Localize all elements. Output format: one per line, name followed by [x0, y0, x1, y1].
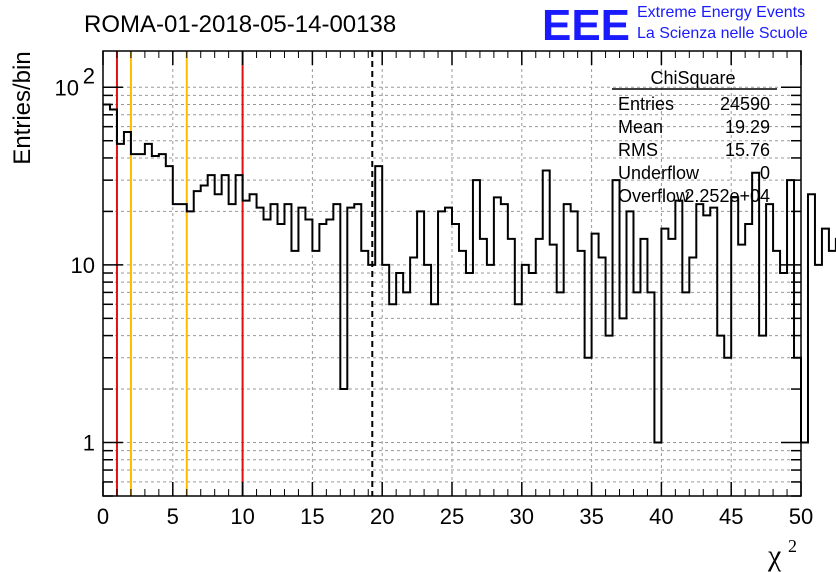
x-axis-title: χ	[767, 539, 782, 572]
stats-value: 0	[760, 163, 770, 183]
stats-value: 19.29	[725, 117, 770, 137]
grid-lines	[103, 51, 801, 497]
y-tick-label: 1	[83, 431, 95, 456]
y-axis-title: Entries/bin	[9, 51, 36, 164]
reference-lines	[115, 51, 374, 496]
stats-value: 2.252e+04	[684, 186, 770, 206]
axis-ticks	[102, 51, 802, 497]
stats-label: Entries	[618, 94, 674, 114]
x-tick-label: 0	[97, 504, 109, 529]
logo-line-1: Extreme Energy Events	[637, 4, 805, 21]
stats-box: ChiSquare Entries 24590 Mean 19.29 RMS 15.76 U…	[612, 68, 777, 206]
x-tick-label: 10	[230, 504, 254, 529]
x-tick-label: 45	[719, 504, 743, 529]
stats-label: Underflow	[618, 163, 700, 183]
stats-value: 15.76	[725, 140, 770, 160]
x-tick-label: 40	[649, 504, 673, 529]
histogram-line	[103, 103, 836, 444]
x-tick-labels: 0 5 10 15 20 25 30 35 40 45 50	[97, 504, 813, 529]
stats-label: Overflow	[618, 186, 690, 206]
y-tick-label-exponent: 2	[83, 63, 95, 88]
x-tick-label: 30	[510, 504, 534, 529]
stats-label: Mean	[618, 117, 663, 137]
stats-label: RMS	[618, 140, 658, 160]
stats-value: 24590	[720, 94, 770, 114]
x-tick-label: 25	[440, 504, 464, 529]
x-tick-label: 35	[579, 504, 603, 529]
x-tick-label: 20	[370, 504, 394, 529]
y-tick-label: 10	[71, 253, 95, 278]
x-tick-label: 50	[789, 504, 813, 529]
plot-title: ROMA-01-2018-05-14-00138	[84, 11, 396, 38]
x-axis-title-sup: 2	[788, 536, 797, 556]
logo-line-2: La Scienza nelle Scuole	[637, 25, 808, 42]
x-tick-label: 15	[300, 504, 324, 529]
eee-logo-mark: EEE	[542, 1, 630, 50]
stats-title: ChiSquare	[650, 68, 735, 88]
x-tick-label: 5	[167, 504, 179, 529]
y-tick-label: 10	[55, 75, 79, 100]
